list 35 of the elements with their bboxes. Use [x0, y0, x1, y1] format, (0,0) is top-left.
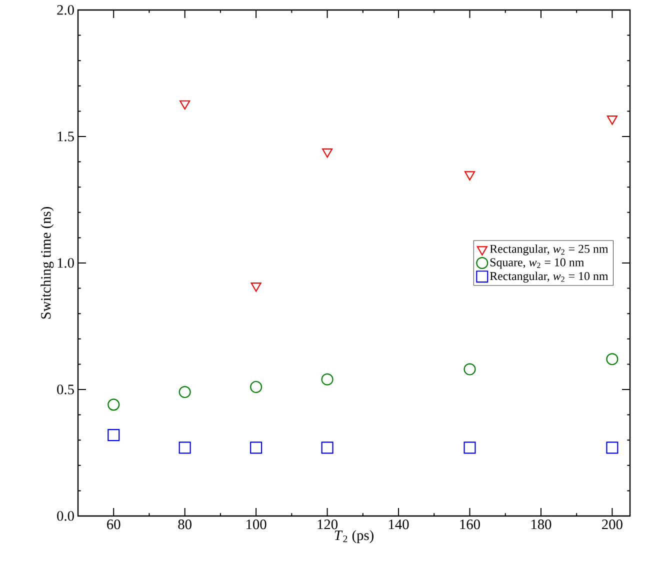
x-tick-label: 180: [531, 520, 552, 530]
point: [180, 100, 190, 110]
point: [464, 442, 476, 454]
x-tick-label: 100: [246, 520, 266, 530]
x-tick-label: 80: [178, 520, 192, 530]
point: [321, 442, 334, 454]
y-tick-label: 1.5: [58, 132, 74, 142]
legend-label: Square, w$_{2}$ = 10 nm: [490, 258, 584, 269]
point: [606, 115, 618, 125]
y-tick-label: 2.0: [57, 5, 74, 15]
x-tick-label: 200: [602, 520, 622, 530]
x-tick-label: 120: [318, 520, 338, 530]
point: [178, 442, 191, 454]
x-tick-label: 60: [107, 520, 120, 530]
y-tick-label: 1.0: [58, 258, 74, 268]
point: [606, 442, 618, 454]
point: [250, 380, 262, 393]
point: [322, 148, 333, 158]
legend-label: Rectangular, w$_{2}$ = 25 nm: [490, 244, 608, 256]
y-tick-label: 0.0: [57, 511, 74, 521]
point: [321, 373, 334, 386]
point: [606, 353, 618, 366]
point: [250, 442, 262, 454]
point: [464, 363, 476, 376]
x-tick-label: 160: [460, 520, 480, 530]
point: [108, 429, 120, 442]
y-axis-title: Switching time (ns): [40, 207, 54, 319]
y-tick-label: 0.5: [57, 384, 74, 394]
legend-label: Rectangular, w$_{2}$ = 10 nm: [490, 272, 608, 283]
point: [108, 398, 120, 411]
point: [464, 171, 476, 180]
x-axis-title: T$_{2}$ (ps): [334, 530, 374, 544]
x-tick-label: 140: [389, 520, 409, 530]
point: [250, 282, 262, 292]
point: [178, 386, 191, 398]
